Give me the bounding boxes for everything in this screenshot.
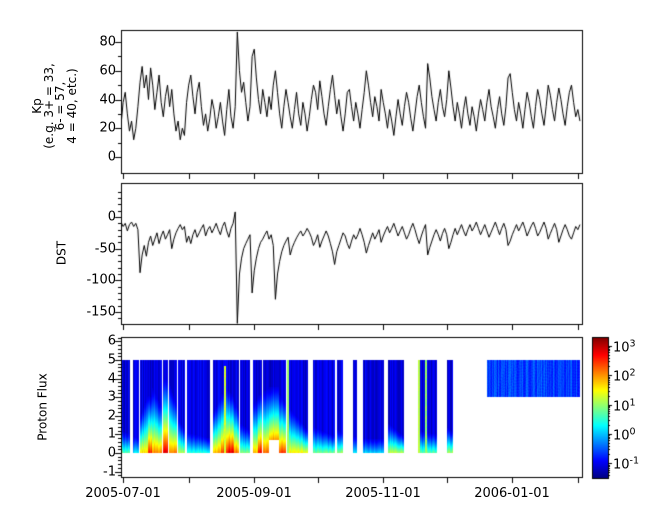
cb-exp: 3 — [629, 338, 636, 350]
kp-ytick-80: 80 — [99, 34, 116, 50]
kp-ytick-40: 40 — [99, 92, 116, 107]
xtick-2005-09-01: 2005-09-01 — [216, 486, 292, 501]
kp-axis-title: Kp (e.g. 3+ = 33, 6- = 57, 4 = 40, etc.) — [30, 63, 79, 149]
xtick-2006-01-01: 2006-01-01 — [474, 486, 550, 501]
cb-exp: -1 — [629, 455, 640, 467]
cb-base: 10 — [613, 340, 630, 356]
cb-tick-1e3: 103 — [613, 337, 636, 354]
dst-ytick-0: 0 — [107, 209, 116, 225]
xtick-2005-07-01: 2005-07-01 — [85, 486, 161, 501]
kp-ytick-20: 20 — [99, 120, 116, 136]
cb-base: 10 — [613, 369, 630, 385]
cb-base: 10 — [613, 399, 630, 415]
dst-axis-title: DST — [54, 240, 69, 266]
pf-ytick-5: 5 — [107, 352, 116, 368]
pf-ytick-4: 4 — [107, 371, 116, 387]
pf-ytick-6: 6 — [107, 333, 116, 349]
cb-base: 10 — [613, 428, 630, 444]
cb-tick-1e1: 101 — [613, 396, 636, 413]
cb-base: 10 — [613, 458, 630, 474]
pf-ytick-2: 2 — [107, 408, 116, 424]
pf-ytick-1: 1 — [107, 426, 116, 442]
cb-tick-1em1: 10-1 — [613, 455, 639, 472]
xtick-2005-11-01: 2005-11-01 — [345, 486, 421, 501]
dst-ytick-m100: -100 — [86, 272, 116, 288]
pf-ytick-0: 0 — [107, 445, 116, 461]
kp-ytick-60: 60 — [99, 63, 116, 79]
kp-ytick-0: 0 — [107, 149, 116, 165]
cb-tick-1e2: 102 — [613, 367, 636, 384]
pf-ytick-m1: -1 — [103, 464, 116, 480]
cb-exp: 2 — [629, 367, 636, 379]
cb-exp: 0 — [629, 426, 636, 438]
pf-ytick-3: 3 — [107, 389, 116, 405]
dst-ytick-m50: -50 — [94, 241, 116, 257]
cb-exp: 1 — [629, 396, 636, 408]
cb-tick-1e0: 100 — [613, 425, 636, 442]
proton-flux-axis-title: Proton Flux — [35, 373, 50, 441]
dst-ytick-m150: -150 — [86, 304, 116, 320]
